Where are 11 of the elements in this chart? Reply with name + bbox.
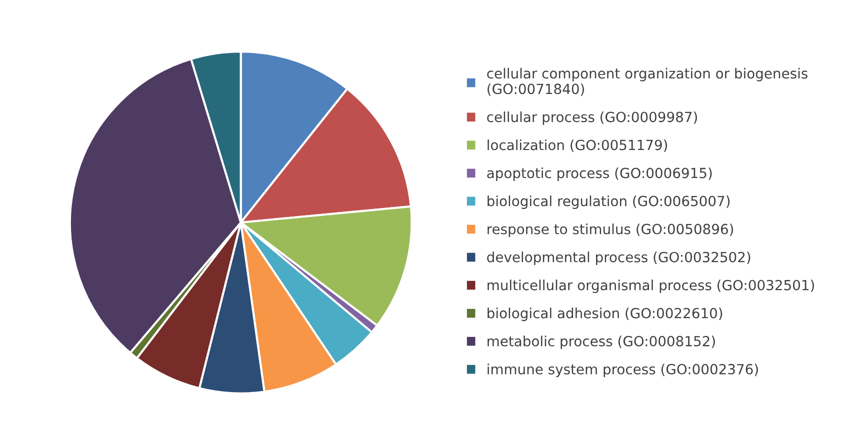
legend-label: cellular component organization or biogenesis (GO:0071840) [487, 68, 808, 96]
legend-label: response to stimulus (GO:0050896) [488, 224, 734, 237]
legend-label: developmental process (GO:0032502) [487, 252, 750, 266]
legend-label: biological regulation (GO:0065007) [488, 196, 730, 209]
legend-label: multicellular organismal process (GO:0032501) [488, 280, 814, 294]
legend-label: immune system process (GO:0002376) [488, 364, 758, 378]
legend-label: localization (GO:0051179) [488, 139, 668, 152]
legend-label: metabolic process (GO:0008152) [488, 336, 715, 350]
legend-label: cellular process (GO:0009987) [487, 111, 697, 125]
legend-label: biological adhesion (GO:0022610) [488, 308, 722, 322]
legend-label: apoptotic process (GO:0006915) [487, 168, 712, 181]
